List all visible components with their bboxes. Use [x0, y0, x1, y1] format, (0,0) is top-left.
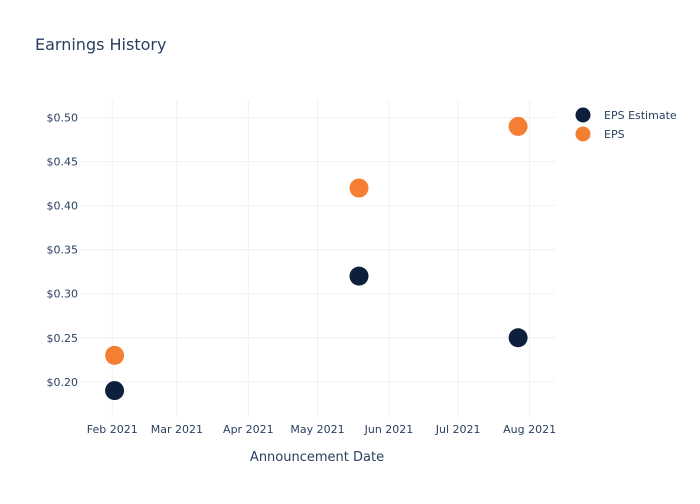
- y-tick-label: $0.50: [47, 112, 79, 125]
- x-tick-label: Jul 2021: [435, 423, 481, 436]
- y-tick-label: $0.25: [47, 332, 79, 345]
- x-tick-label: Jun 2021: [364, 423, 414, 436]
- eps-estimate-point[interactable]: [508, 328, 528, 348]
- y-tick-label: $0.30: [47, 288, 79, 301]
- eps-point[interactable]: [508, 116, 528, 136]
- x-tick-label: Mar 2021: [151, 423, 203, 436]
- x-tick-label: Aug 2021: [503, 423, 556, 436]
- y-tick-label: $0.35: [47, 244, 79, 257]
- legend-label-eps[interactable]: EPS: [604, 128, 625, 141]
- x-tick-label: Feb 2021: [87, 423, 138, 436]
- legend-marker-eps[interactable]: [575, 126, 591, 142]
- y-tick-label: $0.45: [47, 156, 79, 169]
- eps-estimate-point[interactable]: [349, 266, 369, 286]
- eps-point[interactable]: [105, 345, 125, 365]
- legend: EPS Estimate EPS: [575, 107, 677, 142]
- x-axis-label: Announcement Date: [250, 450, 384, 465]
- y-tick-label: $0.20: [47, 376, 79, 389]
- chart-title: Earnings History: [35, 35, 166, 54]
- legend-label-eps-estimate[interactable]: EPS Estimate: [604, 109, 677, 122]
- eps-point[interactable]: [349, 178, 369, 198]
- grid-layer: [80, 100, 555, 417]
- eps-estimate-point[interactable]: [105, 381, 125, 401]
- x-tick-label: Apr 2021: [223, 423, 274, 436]
- y-tick-label: $0.40: [47, 200, 79, 213]
- x-tick-label: May 2021: [290, 423, 344, 436]
- legend-marker-eps-estimate[interactable]: [575, 107, 591, 123]
- tick-layer: Feb 2021 Mar 2021 Apr 2021 May 2021 Jun 2021…: [47, 112, 557, 436]
- points-layer: [105, 116, 528, 401]
